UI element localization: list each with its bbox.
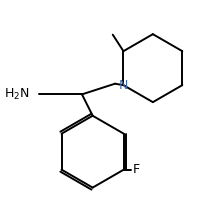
Text: F: F <box>132 163 140 176</box>
Text: N: N <box>119 79 128 92</box>
Text: H$_2$N: H$_2$N <box>4 87 29 102</box>
